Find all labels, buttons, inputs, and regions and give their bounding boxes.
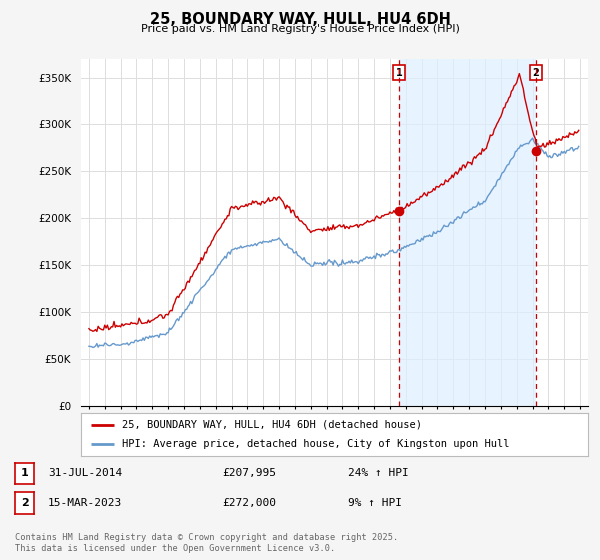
Text: 25, BOUNDARY WAY, HULL, HU4 6DH (detached house): 25, BOUNDARY WAY, HULL, HU4 6DH (detache… [122,420,422,430]
Text: £272,000: £272,000 [222,498,276,508]
Bar [399,59,536,406]
Text: Contains HM Land Registry data © Crown copyright and database right 2025.
This d: Contains HM Land Registry data © Crown c… [15,533,398,553]
Text: 2: 2 [21,498,28,508]
Text: HPI: Average price, detached house, City of Kingston upon Hull: HPI: Average price, detached house, City… [122,440,509,449]
Text: Price paid vs. HM Land Registry's House Price Index (HPI): Price paid vs. HM Land Registry's House … [140,24,460,34]
Text: 15-MAR-2023: 15-MAR-2023 [48,498,122,508]
Text: 31-JUL-2014: 31-JUL-2014 [48,468,122,478]
Text: 24% ↑ HPI: 24% ↑ HPI [348,468,409,478]
Text: 2: 2 [532,68,539,78]
Text: £207,995: £207,995 [222,468,276,478]
Text: 25, BOUNDARY WAY, HULL, HU4 6DH: 25, BOUNDARY WAY, HULL, HU4 6DH [149,12,451,27]
Text: 1: 1 [21,468,28,478]
Text: 9% ↑ HPI: 9% ↑ HPI [348,498,402,508]
Text: 1: 1 [396,68,403,78]
